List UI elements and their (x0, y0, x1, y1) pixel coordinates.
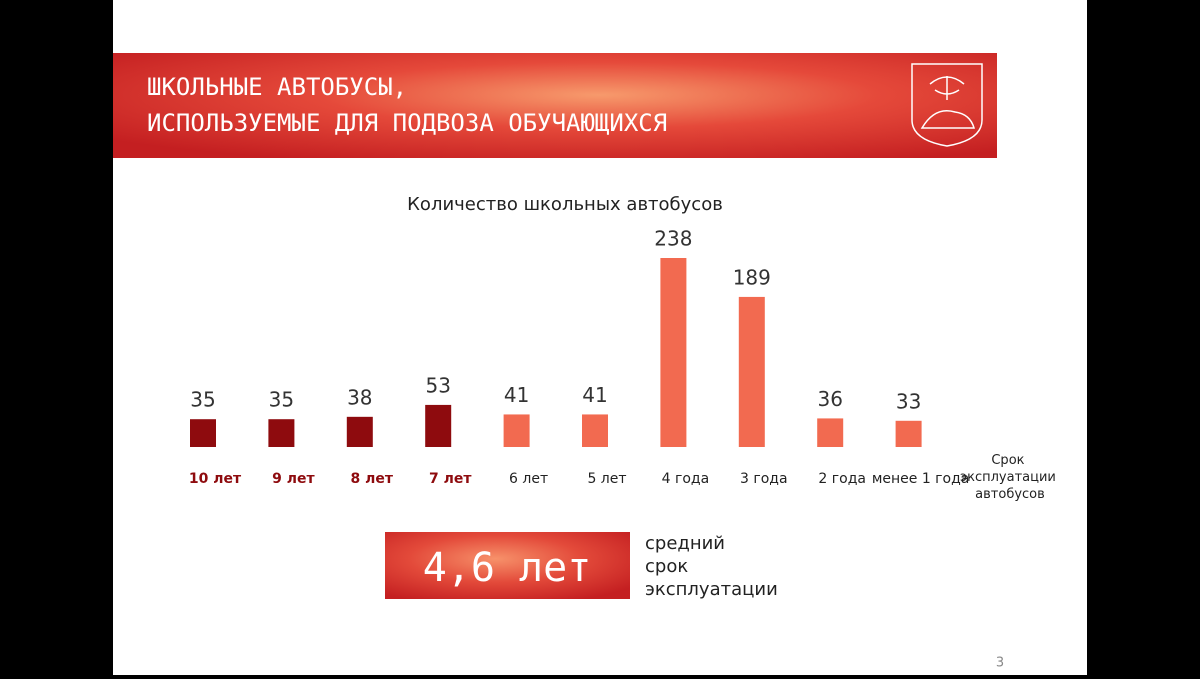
value-label: 238 (654, 227, 692, 251)
banner-title: ШКОЛЬНЫЕ АВТОБУСЫ, (147, 73, 407, 101)
x-tick-label: 10 лет (189, 471, 242, 487)
bar (190, 419, 216, 447)
value-label: 35 (190, 388, 215, 412)
value-label: 38 (347, 385, 372, 409)
bar (817, 418, 844, 447)
value-label: 41 (504, 383, 529, 407)
bar (738, 296, 765, 447)
chart: 35 10 лет 35 9 лет 38 8 лет 53 7 лет 41 6 лет 41 5 … (189, 227, 969, 488)
x-tick-label: 7 лет (429, 471, 472, 487)
x-tick-label: 5 лет (587, 471, 626, 487)
summary-caption: срок (645, 556, 688, 577)
banner-title: ИСПОЛЬЗУЕМЫЕ ДЛЯ ПОДВОЗА ОБУЧАЮЩИХСЯ (147, 109, 667, 137)
summary-caption: эксплуатации (645, 579, 778, 600)
summary-value: 4,6 лет (423, 545, 592, 591)
bar (582, 414, 608, 447)
x-tick-label: 4 года (662, 471, 710, 487)
emblem (911, 63, 983, 147)
x-tick-label: 8 лет (351, 471, 394, 487)
bar (503, 414, 530, 447)
value-label: 41 (582, 383, 607, 407)
x-tick-label: 6 лет (509, 471, 548, 487)
bar (268, 419, 295, 447)
value-label: 189 (733, 265, 771, 289)
value-label: 33 (896, 389, 921, 413)
bar (425, 404, 452, 447)
x-tick-label: 2 года (818, 471, 866, 487)
axis-label: Срок эксплуатации автобусов (960, 453, 1060, 502)
bar (895, 420, 922, 447)
x-tick-label: 3 года (740, 471, 788, 487)
bar (660, 258, 687, 447)
value-label: 36 (817, 387, 842, 411)
value-label: 53 (425, 373, 450, 397)
x-tick-label: менее 1 года (872, 471, 970, 487)
summary-caption: средний (645, 533, 725, 554)
value-label: 35 (269, 388, 294, 412)
chart-title: Количество школьных автобусов (407, 194, 723, 215)
page-number: 3 (996, 656, 1004, 671)
summary-box (385, 532, 630, 599)
x-tick-label: 9 лет (272, 471, 315, 487)
bar (346, 416, 373, 447)
banner (113, 53, 997, 158)
